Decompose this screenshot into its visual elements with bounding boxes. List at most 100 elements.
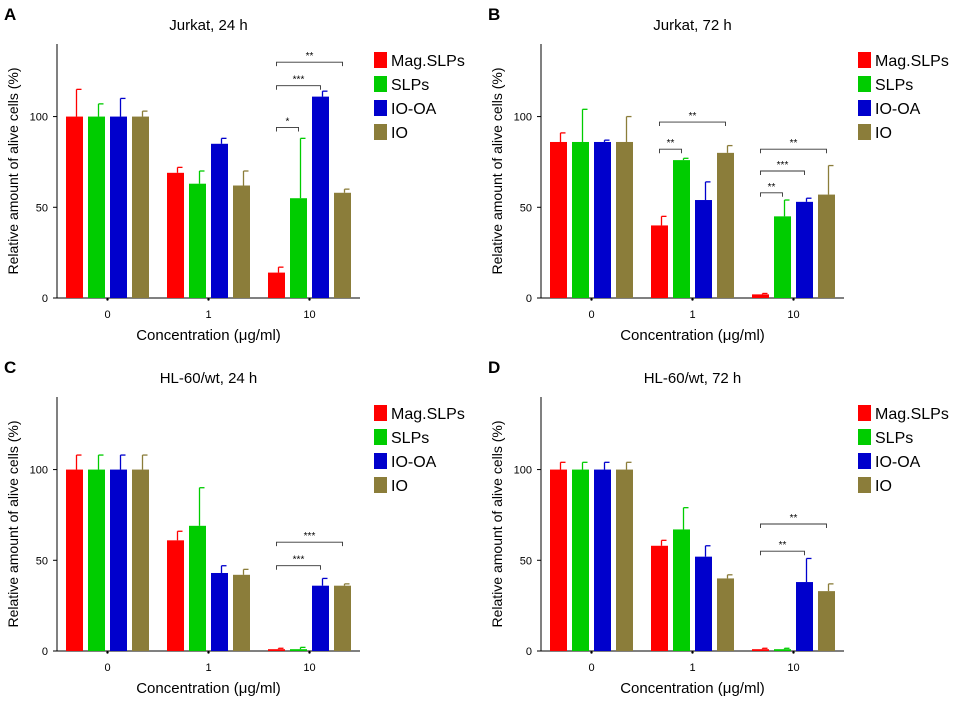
x-axis-label-suffix: g/ml) (247, 327, 280, 344)
x-axis-label-mu: μ (239, 680, 248, 697)
bar-io-oa (594, 469, 611, 651)
significance-label: ** (790, 513, 798, 524)
legend-label: IO (875, 125, 892, 142)
x-axis-label-mu: μ (239, 327, 248, 344)
x-tick-label: 10 (787, 662, 799, 674)
x-axis-label-suffix: g/ml) (247, 680, 280, 697)
x-tick-dot (792, 298, 795, 301)
x-tick-label: 0 (588, 662, 594, 674)
bar-mag-slps (268, 649, 285, 651)
bar-io-oa (211, 143, 228, 298)
significance-label: ** (779, 540, 787, 551)
significance-bracket (760, 170, 805, 175)
significance-label: ** (790, 138, 798, 149)
legend-swatch (858, 52, 871, 68)
bar-slps (290, 649, 307, 651)
legend-swatch (858, 477, 871, 493)
x-tick-dot (207, 298, 210, 301)
panel-label: C (4, 358, 16, 377)
bar-mag-slps (167, 540, 184, 651)
bar-io (616, 469, 633, 651)
legend-swatch (858, 453, 871, 469)
legend-swatch (374, 124, 387, 140)
significance-bracket (276, 61, 343, 67)
bar-mag-slps (268, 272, 285, 298)
legend-label: SLPs (875, 430, 913, 447)
x-tick-dot (106, 651, 109, 654)
bar-mag-slps (66, 469, 83, 651)
significance-label: ** (667, 138, 675, 149)
legend-swatch (374, 405, 387, 421)
bar-slps (774, 649, 791, 651)
legend-label: SLPs (391, 77, 429, 94)
bar-slps (572, 141, 589, 298)
y-tick-label: 100 (30, 465, 48, 477)
significance-label: ** (768, 182, 776, 193)
legend-swatch (374, 76, 387, 92)
legend-label: IO-OA (875, 454, 921, 471)
x-tick-label: 1 (689, 309, 695, 321)
x-axis-label-prefix: Concentration ( (620, 327, 723, 344)
bar-mag-slps (651, 545, 668, 651)
y-tick-label: 0 (42, 293, 48, 305)
significance-bracket (760, 148, 827, 154)
bar-slps (88, 116, 105, 298)
y-axis-label: Relative amount of alive cells (%) (5, 68, 21, 275)
bar-io (132, 116, 149, 298)
bar-slps (572, 469, 589, 651)
bar-io (132, 469, 149, 651)
chart-title: Jurkat, 72 h (653, 17, 731, 34)
legend-swatch (374, 477, 387, 493)
x-tick-dot (691, 651, 694, 654)
legend-swatch (858, 124, 871, 140)
y-axis-label: Relative amount of alive cells (%) (5, 421, 21, 628)
legend-label: Mag.SLPs (875, 53, 949, 70)
bar-io (233, 574, 250, 651)
legend-label: Mag.SLPs (391, 53, 465, 70)
bar-mag-slps (66, 116, 83, 298)
x-tick-dot (792, 651, 795, 654)
legend-swatch (858, 76, 871, 92)
bar-io (818, 591, 835, 651)
bar-slps (774, 216, 791, 298)
x-tick-label: 0 (104, 662, 110, 674)
x-axis-label-prefix: Concentration ( (136, 680, 239, 697)
x-tick-dot (590, 298, 593, 301)
y-tick-label: 100 (30, 112, 48, 124)
significance-label: ** (689, 111, 697, 122)
bar-mag-slps (752, 649, 769, 651)
y-tick-label: 0 (42, 646, 48, 658)
significance-label: ** (306, 51, 314, 62)
bar-io (616, 141, 633, 298)
legend-label: IO (391, 478, 408, 495)
x-tick-label: 1 (689, 662, 695, 674)
y-axis-label: Relative amount of alive cells (%) (489, 421, 505, 628)
x-tick-dot (106, 298, 109, 301)
significance-bracket (760, 523, 827, 528)
significance-label: *** (293, 75, 305, 86)
bar-io-oa (695, 200, 712, 298)
y-tick-label: 100 (514, 112, 532, 124)
x-axis-label: Concentration (μg/ml) (136, 327, 281, 344)
bar-mag-slps (550, 141, 567, 298)
bar-mag-slps (550, 469, 567, 651)
bar-slps (673, 529, 690, 651)
x-axis-label-mu: μ (723, 327, 732, 344)
panel-label: D (488, 358, 500, 377)
bar-io-oa (110, 469, 127, 651)
x-tick-label: 10 (303, 662, 315, 674)
legend-label: IO-OA (391, 454, 437, 471)
bar-io (334, 192, 351, 298)
y-tick-label: 50 (520, 202, 532, 214)
y-tick-label: 50 (36, 555, 48, 567)
x-tick-label: 0 (104, 309, 110, 321)
bar-io-oa (594, 141, 611, 298)
x-axis-label-suffix: g/ml) (731, 327, 764, 344)
significance-bracket (276, 565, 321, 570)
legend-swatch (374, 453, 387, 469)
x-tick-dot (308, 651, 311, 654)
